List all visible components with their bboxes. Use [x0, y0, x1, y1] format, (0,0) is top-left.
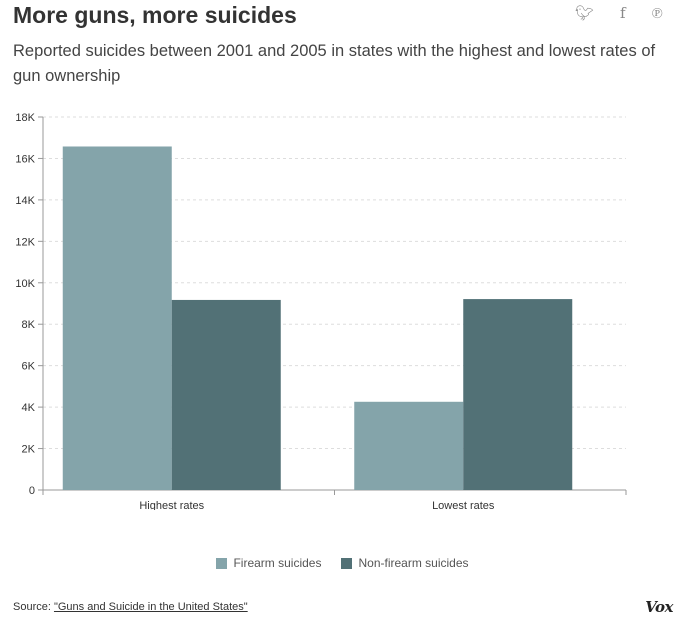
x-tick-label: Lowest rates [432, 500, 495, 510]
y-tick-label: 8K [22, 319, 36, 331]
y-tick-label: 14K [15, 195, 35, 207]
y-tick-label: 12K [15, 236, 35, 248]
y-tick-label: 18K [15, 112, 35, 124]
chart-title: More guns, more suicides [13, 2, 297, 28]
y-tick-label: 0 [29, 485, 35, 497]
y-tick-label: 2K [22, 444, 36, 456]
bar-firearm [354, 401, 464, 490]
legend-label-firearm: Firearm suicides [233, 556, 322, 570]
legend-item-non-firearm[interactable]: Non-firearm suicides [341, 556, 469, 570]
bar-non-firearm [463, 299, 573, 490]
legend-item-firearm[interactable]: Firearm suicides [216, 556, 321, 570]
x-tick-label: Highest rates [139, 500, 204, 510]
y-tick-label: 16K [15, 153, 35, 165]
legend-swatch-non-firearm [341, 557, 353, 569]
legend: Firearm suicides Non-firearm suicides [0, 556, 685, 570]
pinterest-icon[interactable]: ℗ [651, 4, 663, 22]
bar-firearm [62, 146, 172, 490]
legend-label-non-firearm: Non-firearm suicides [358, 556, 469, 570]
y-tick-label: 6K [22, 361, 36, 373]
y-tick-label: 10K [15, 278, 35, 290]
bar-chart: 0 2K 4K 6K 8K 10K 12K 14K 16K 18K Highest rates Low… [15, 112, 627, 510]
source-link[interactable]: "Guns and Suicide in the United States" [53, 601, 248, 613]
source-prefix: Source: [13, 601, 54, 613]
source-line: Source: "Guns and Suicide in the United … [13, 601, 248, 613]
chart-subtitle: Reported suicides between 2001 and 2005 … [13, 42, 656, 85]
legend-swatch-firearm [216, 557, 228, 569]
vox-logo: Vox [645, 598, 673, 616]
twitter-icon[interactable]: 🐦︎ [574, 4, 595, 22]
facebook-icon[interactable]: f [620, 4, 626, 22]
share-bar: 🐦︎ f ℗ [575, 4, 663, 23]
bar-non-firearm [171, 299, 281, 490]
y-tick-label: 4K [22, 402, 36, 414]
